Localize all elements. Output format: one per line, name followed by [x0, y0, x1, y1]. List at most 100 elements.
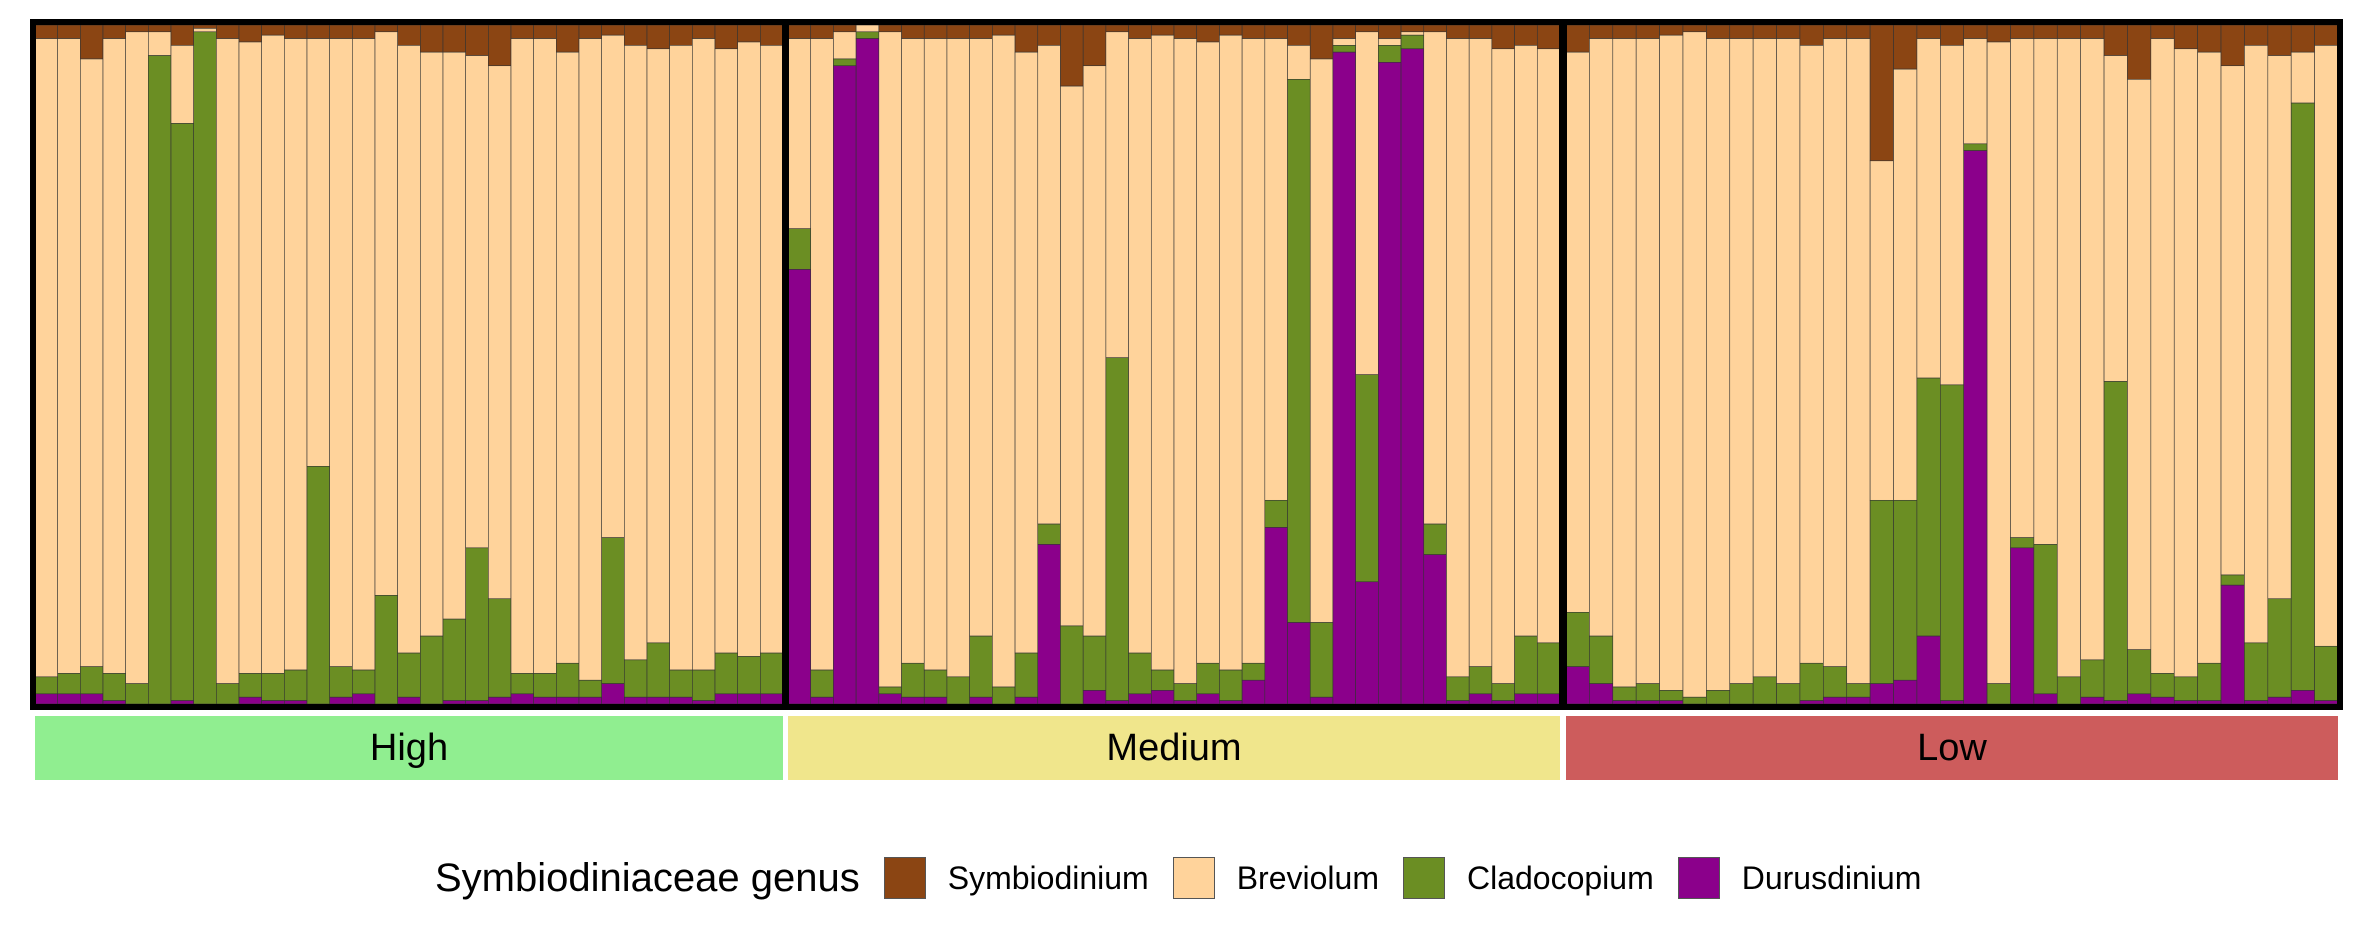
- bar-segment-symbiodinium: [2173, 24, 2198, 50]
- bar-segment-cladocopium: [2197, 662, 2222, 701]
- bar-segment-breviolum: [833, 31, 857, 60]
- bar-segment-durusdinium: [1491, 700, 1515, 705]
- bar-segment-symbiodinium: [760, 24, 784, 46]
- bar-segment-cladocopium: [1776, 683, 1801, 705]
- bar-segment-symbiodinium: [1823, 24, 1848, 39]
- bar-segment-durusdinium: [969, 696, 993, 705]
- bar-segment-breviolum: [1799, 45, 1824, 664]
- bar-segment-breviolum: [193, 28, 217, 33]
- bar-segment-cladocopium: [34, 676, 58, 695]
- bar-segment-cladocopium: [1309, 622, 1334, 698]
- bar-segment-breviolum: [1355, 31, 1379, 375]
- bar-segment-durusdinium: [1309, 696, 1334, 705]
- sample-bar: [465, 24, 489, 705]
- bar-segment-cladocopium: [2173, 676, 2198, 701]
- sample-bar: [646, 24, 670, 705]
- bar-segment-symbiodinium: [2314, 24, 2339, 46]
- bar-segment-durusdinium: [787, 269, 812, 705]
- bar-segment-durusdinium: [34, 693, 58, 705]
- bar-segment-durusdinium: [556, 696, 580, 705]
- bar-segment-cladocopium: [1846, 683, 1871, 698]
- sample-bar: [787, 24, 812, 705]
- bar-segment-durusdinium: [878, 693, 902, 705]
- bar-segment-breviolum: [2080, 38, 2105, 661]
- sample-bar: [1916, 24, 1941, 705]
- bar-segment-durusdinium: [284, 700, 308, 705]
- bar-segment-symbiodinium: [1446, 24, 1470, 39]
- bar-segment-durusdinium: [102, 700, 126, 705]
- bar-segment-breviolum: [216, 38, 240, 684]
- bar-segment-cladocopium: [1752, 676, 1777, 705]
- bar-segment-breviolum: [1128, 38, 1152, 654]
- sample-bar: [1729, 24, 1754, 705]
- bar-segment-symbiodinium: [170, 24, 194, 46]
- sample-bar: [1893, 24, 1918, 705]
- legend-swatch: [1402, 857, 1445, 899]
- bar-segment-symbiodinium: [1776, 24, 1801, 39]
- bar-segment-symbiodinium: [1423, 24, 1447, 33]
- bar-segment-breviolum: [442, 51, 466, 620]
- bar-segment-durusdinium: [533, 696, 557, 705]
- bar-segment-cladocopium: [1940, 384, 1964, 701]
- bar-segment-breviolum: [125, 31, 149, 684]
- bar-segment-symbiodinium: [2103, 24, 2128, 56]
- bar-segment-breviolum: [1752, 38, 1777, 678]
- bar-segment-breviolum: [1846, 38, 1871, 684]
- bar-segment-breviolum: [420, 51, 444, 637]
- bar-segment-symbiodinium: [261, 24, 285, 36]
- bar-segment-breviolum: [855, 24, 880, 33]
- bar-segment-symbiodinium: [2033, 24, 2058, 39]
- bar-segment-cladocopium: [1014, 652, 1039, 698]
- bar-segment-symbiodinium: [1940, 24, 1964, 46]
- bar-segment-breviolum: [946, 38, 970, 678]
- bar-segment-cladocopium: [2267, 598, 2292, 698]
- bar-segment-durusdinium: [760, 693, 784, 705]
- bar-segment-breviolum: [1729, 38, 1754, 684]
- sample-bar: [1823, 24, 1848, 705]
- sample-bar: [2033, 24, 2058, 705]
- sample-bar: [2010, 24, 2035, 705]
- bar-segment-durusdinium: [1241, 679, 1266, 705]
- bar-segment-breviolum: [2056, 38, 2081, 678]
- bar-segment-cladocopium: [148, 55, 172, 705]
- sample-bar: [1150, 24, 1175, 705]
- bar-segment-cladocopium: [1082, 635, 1107, 691]
- panel-strip-label: High: [369, 726, 449, 769]
- sample-bar: [1752, 24, 1777, 705]
- bar-segment-cladocopium: [1682, 696, 1707, 705]
- bar-segment-breviolum: [1423, 31, 1447, 525]
- bar-segment-breviolum: [1332, 38, 1356, 46]
- bar-segment-durusdinium: [901, 696, 925, 705]
- bar-segment-durusdinium: [1468, 693, 1493, 705]
- bar-segment-cladocopium: [1536, 642, 1561, 695]
- sample-bar: [238, 24, 262, 705]
- bar-segment-symbiodinium: [601, 24, 625, 36]
- bar-segment-durusdinium: [669, 696, 693, 705]
- bar-segment-breviolum: [1264, 38, 1288, 501]
- bar-segment-symbiodinium: [80, 24, 104, 60]
- bar-segment-breviolum: [1491, 48, 1515, 684]
- panel-low: [1561, 19, 2343, 710]
- sample-bar: [1082, 24, 1107, 705]
- bar-segment-cladocopium: [374, 595, 398, 705]
- sample-bar: [901, 24, 925, 705]
- bar-segment-cladocopium: [284, 669, 308, 701]
- bar-segment-symbiodinium: [1514, 24, 1538, 46]
- bar-segment-cladocopium: [170, 123, 194, 701]
- bar-segment-symbiodinium: [1128, 24, 1152, 39]
- bar-segment-breviolum: [488, 65, 512, 600]
- bar-segment-cladocopium: [1173, 683, 1198, 701]
- sample-bar: [2220, 24, 2245, 705]
- sample-bar: [170, 24, 194, 705]
- bar-segment-durusdinium: [1846, 696, 1871, 705]
- sample-bar: [442, 24, 466, 705]
- bar-segment-breviolum: [1706, 38, 1731, 691]
- sample-bar: [2290, 24, 2315, 705]
- bar-segment-cladocopium: [992, 686, 1016, 705]
- bar-segment-breviolum: [1635, 38, 1660, 684]
- sample-bar: [374, 24, 398, 705]
- bar-segment-durusdinium: [1869, 683, 1894, 705]
- bar-segment-breviolum: [1241, 38, 1266, 664]
- bar-segment-durusdinium: [1014, 696, 1039, 705]
- bar-segment-cladocopium: [1037, 523, 1061, 545]
